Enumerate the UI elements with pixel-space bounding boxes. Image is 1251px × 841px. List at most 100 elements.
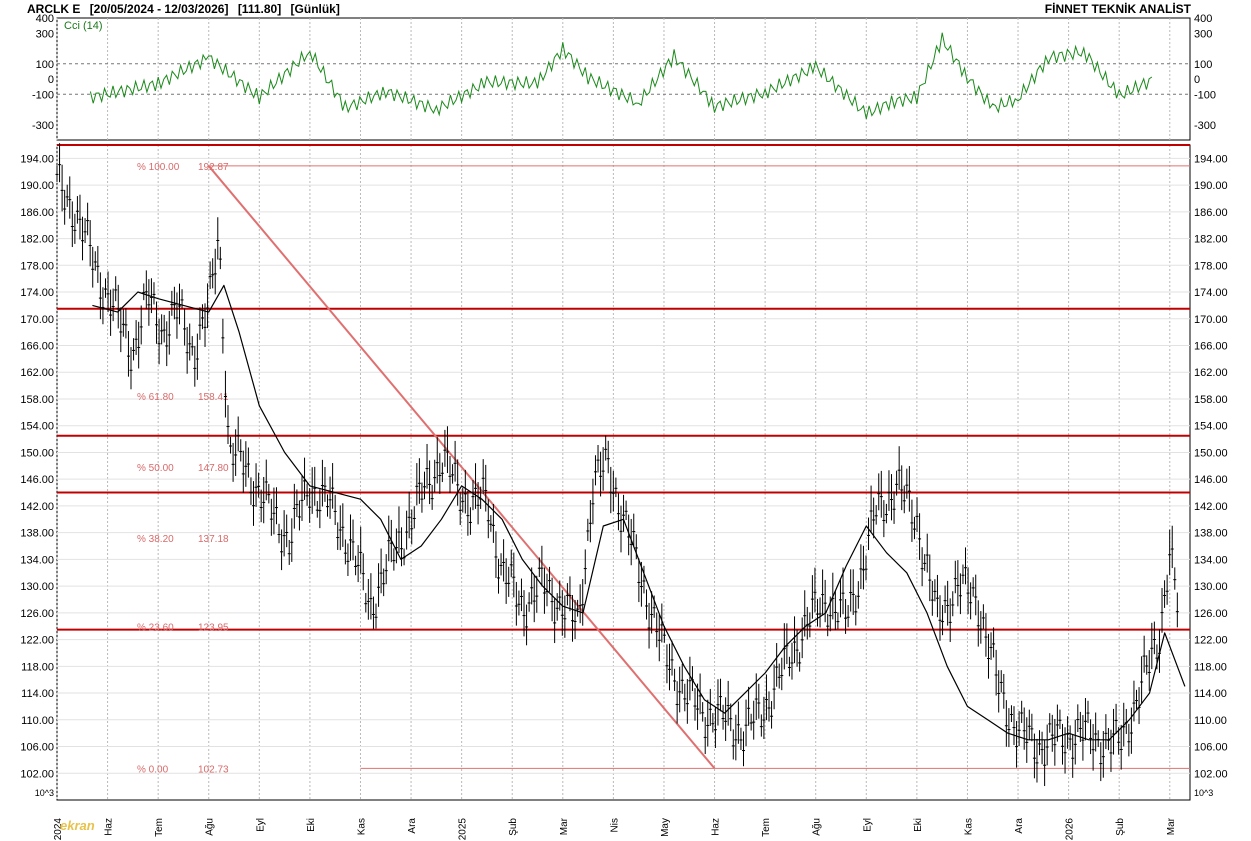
price-ytick-left: 162.00 [20,367,54,379]
x-tick-label: Kas [963,818,974,835]
axis-corner-label: 10^3 [1194,788,1213,798]
x-tick-label: Eki [306,818,317,832]
watermark-logo: ekran [60,818,95,833]
price-ytick-left: 142.00 [20,501,54,513]
cci-ytick-left: -300 [32,120,54,132]
cci-panel-frame [56,17,1191,141]
price-ytick-left: 154.00 [20,421,54,433]
fib-level-label: % 50.00 [137,463,174,474]
x-tick-label: Haz [104,818,115,836]
period-label: [Günlük] [290,2,340,16]
cci-ytick-right: -300 [1194,120,1216,132]
x-tick-label: Eyl [862,818,873,832]
price-ytick-left: 182.00 [20,234,54,246]
price-ytick-left: 138.00 [20,528,54,540]
price-ytick-right: 126.00 [1194,608,1228,620]
price-ytick-left: 186.00 [20,207,54,219]
x-tick-label: May [660,818,671,837]
axis-corner-label-left: 10^3 [35,788,54,798]
price-ytick-right: 154.00 [1194,421,1228,433]
x-tick-label: Ağu [812,818,823,836]
price-ytick-right: 174.00 [1194,287,1228,299]
price-ytick-right: 194.00 [1194,153,1228,165]
price-ytick-left: 174.00 [20,287,54,299]
x-tick-label: Nis [609,818,620,832]
price-ytick-left: 102.00 [20,768,54,780]
price-ytick-right: 110.00 [1194,715,1227,727]
x-tick-label: Ağu [205,818,216,836]
price-ytick-right: 150.00 [1194,447,1228,459]
fib-level-value: 123.95 [198,623,229,634]
cci-ytick-left: -100 [32,89,54,101]
fib-level-value: 147.80 [198,463,229,474]
price-ytick-right: 182.00 [1194,234,1228,246]
price-ytick-left: 194.00 [20,153,54,165]
symbol-label: ARCLK E [27,2,81,16]
price-ytick-right: 114.00 [1194,688,1227,700]
price-ytick-right: 134.00 [1194,554,1228,566]
x-tick-label: 2026 [1065,818,1076,841]
x-tick-label: Şub [1115,818,1126,836]
cci-ytick-left: 300 [36,28,54,40]
price-ytick-left: 158.00 [20,394,54,406]
price-ytick-left: 190.00 [20,180,54,192]
x-tick-label: Mar [1166,817,1177,835]
cci-ytick-right: 100 [1194,59,1212,71]
price-ytick-left: 126.00 [20,608,54,620]
price-ytick-left: 130.00 [20,581,54,593]
x-tick-label: Tem [761,818,772,837]
price-ytick-left: 106.00 [20,742,54,754]
fib-level-label: % 100.00 [137,162,180,173]
price-ytick-left: 122.00 [20,635,54,647]
cci-ytick-right: 300 [1194,28,1212,40]
cci-ytick-left: 100 [36,59,54,71]
x-tick-label: Şub [508,818,519,836]
cci-ytick-right: 0 [1194,74,1200,86]
x-tick-label: Haz [711,818,722,836]
price-ytick-right: 122.00 [1194,635,1228,647]
fib-level-value: 158.41 [198,392,229,403]
price-ytick-right: 130.00 [1194,581,1228,593]
x-tick-label: Eyl [255,818,266,832]
price-ytick-left: 146.00 [20,474,54,486]
price-ytick-left: 134.00 [20,554,54,566]
vendor-label: FİNNET TEKNİK ANALİST [1044,2,1191,16]
price-ytick-left: 110.00 [21,715,54,727]
x-tick-label: 2024 [53,818,64,841]
x-tick-label: Mar [559,817,570,835]
fib-level-value: 137.18 [198,534,229,545]
price-ytick-right: 158.00 [1194,394,1228,406]
price-ytick-right: 190.00 [1194,180,1228,192]
x-tick-label: Ara [407,818,418,834]
cci-ytick-left: 400 [36,13,54,25]
price-ytick-left: 114.00 [21,688,54,700]
price-ytick-right: 146.00 [1194,474,1228,486]
price-ytick-right: 138.00 [1194,528,1228,540]
price-ytick-left: 170.00 [20,314,54,326]
x-tick-label: 2025 [458,818,469,841]
fib-level-label: % 0.00 [137,764,169,775]
cci-ytick-left: 0 [48,74,54,86]
price-ytick-right: 170.00 [1194,314,1228,326]
x-tick-label: Eki [913,818,924,832]
x-tick-label: Ara [1014,818,1025,834]
price-ytick-left: 166.00 [20,341,54,353]
x-tick-label: Tem [154,818,165,837]
chart-header: ARCLK E [20/05/2024 - 12/03/2026] [111.8… [27,2,346,16]
fib-level-value: 102.73 [198,764,229,775]
fib-level-label: % 61.80 [137,392,174,403]
cci-ytick-right: -100 [1194,89,1216,101]
cci-series-line [89,32,1153,120]
last-price-label: [111.80] [237,2,282,16]
cci-ytick-right: 400 [1194,13,1212,25]
x-tick-label: Kas [356,818,367,835]
price-ytick-left: 118.00 [21,661,54,673]
price-ytick-right: 178.00 [1194,260,1228,272]
fib-level-label: % 23.60 [137,623,174,634]
price-ytick-right: 166.00 [1194,341,1228,353]
moving-average-line [92,284,1186,741]
fib-level-value: 192.87 [198,162,229,173]
price-ytick-right: 162.00 [1194,367,1228,379]
price-ytick-right: 186.00 [1194,207,1228,219]
